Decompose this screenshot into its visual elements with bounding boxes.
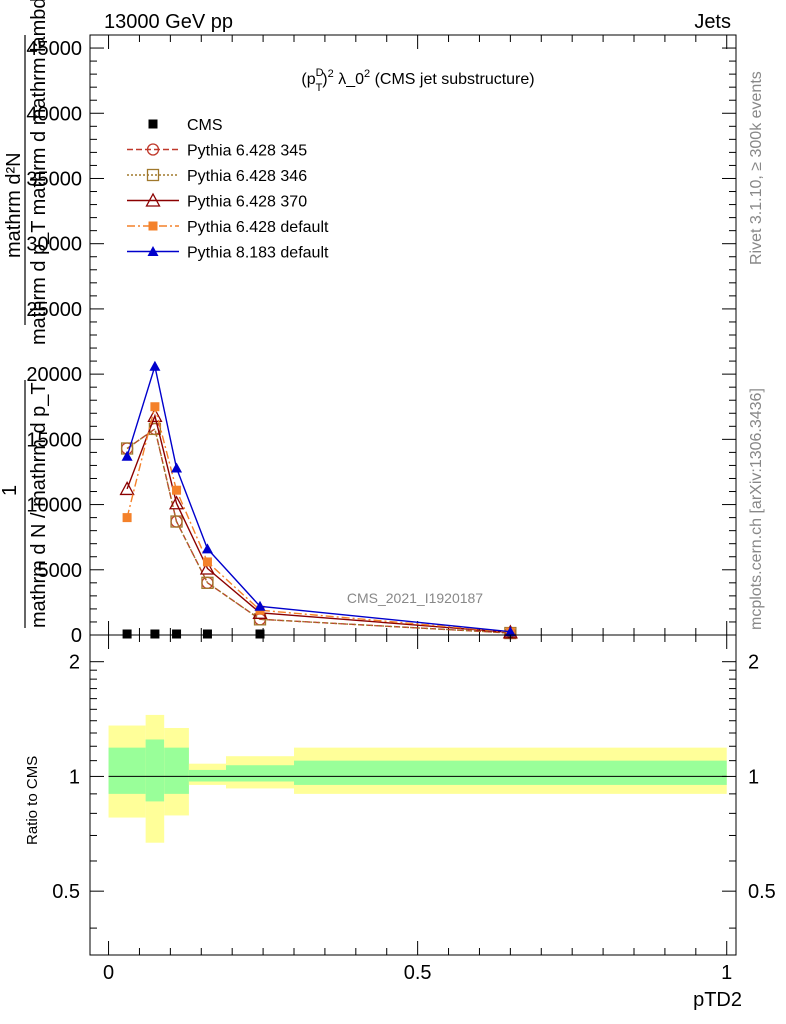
cms-data-point bbox=[172, 629, 182, 639]
series-point-p370 bbox=[199, 560, 216, 575]
ylabel-line-2: mathrm d p_T mathrm d mathrm lambda bbox=[28, 0, 50, 345]
ratio-y-tick-label-left: 1 bbox=[69, 766, 80, 788]
x-tick-label: 0 bbox=[103, 962, 114, 984]
y-tick-label: 0 bbox=[71, 625, 82, 647]
y-tick-label: 20000 bbox=[26, 364, 82, 386]
x-tick-label: 1 bbox=[721, 962, 732, 984]
legend-label-p346: Pythia 6.428 346 bbox=[187, 168, 307, 185]
y-axis-label: mathrm d²N mathrm d p_T mathrm d mathrm … bbox=[0, 0, 50, 628]
legend-marker-p370 bbox=[145, 192, 161, 207]
title-exp2: 2 bbox=[364, 68, 370, 80]
series-point-p8def bbox=[201, 543, 213, 554]
legend-marker-p345 bbox=[146, 143, 160, 156]
title-mid: λ_0 bbox=[334, 71, 364, 88]
legend-marker-p6def bbox=[148, 221, 158, 231]
legend-marker-cms bbox=[148, 119, 158, 129]
cms-data-point bbox=[122, 629, 132, 639]
analysis-watermark: CMS_2021_I1920187 bbox=[347, 590, 483, 606]
title-exp: 2 bbox=[328, 68, 334, 80]
ratio-ylabel: Ratio to CMS bbox=[24, 756, 41, 845]
series-point-p8def bbox=[149, 360, 161, 371]
series-point-p346 bbox=[201, 576, 214, 589]
x-tick-label: 0.5 bbox=[404, 962, 432, 984]
legend-marker-p8def bbox=[147, 246, 159, 256]
cms-data-point bbox=[202, 629, 212, 639]
y-tick-label: 45000 bbox=[26, 38, 82, 60]
ratio-y-tick-label-left: 2 bbox=[69, 652, 80, 674]
series-point-p8def bbox=[254, 600, 266, 611]
y-tick-label: 10000 bbox=[26, 495, 82, 517]
y-tick-label: 15000 bbox=[26, 429, 82, 451]
y-tick-label: 5000 bbox=[38, 560, 83, 582]
y-tick-label: 25000 bbox=[26, 299, 82, 321]
series-point-p8def bbox=[121, 450, 133, 461]
ratio-y-tick-label-right: 1 bbox=[748, 766, 759, 788]
header-left: 13000 GeV pp bbox=[104, 11, 233, 33]
side-text-top: Rivet 3.1.10, ≥ 300k events bbox=[748, 71, 765, 265]
series-point-p346 bbox=[170, 515, 183, 528]
ratio-y-tick-label-right: 2 bbox=[748, 652, 759, 674]
main-plot: 0 5000 10000 15000 20000 25000 30000 35000 40000… bbox=[26, 34, 737, 647]
ylabel-line-3: 1 bbox=[0, 485, 21, 496]
title-suffix: (CMS jet substructure) bbox=[370, 71, 534, 88]
legend-label-CMS: CMS bbox=[187, 117, 223, 134]
uncertainty-band-inner bbox=[145, 739, 165, 802]
plot-title: (pD T)2 λ_02 (CMS jet substructure) bbox=[301, 67, 534, 94]
ratio-plot-frame bbox=[89, 634, 737, 956]
legend-label-p6def: Pythia 6.428 default bbox=[187, 219, 329, 236]
series-point-p8def bbox=[171, 462, 183, 473]
x-axis-label: pTD2 bbox=[693, 989, 742, 1011]
series-line-p370 bbox=[126, 413, 511, 634]
uncertainty-band-inner bbox=[294, 760, 727, 785]
legend-label-p370: Pythia 6.428 370 bbox=[187, 194, 307, 211]
legend-marker-p346 bbox=[146, 168, 160, 182]
series-point-p8def bbox=[504, 626, 516, 637]
series-point-p370 bbox=[147, 408, 163, 423]
series-line-p6def bbox=[126, 406, 511, 633]
series-line-p346 bbox=[126, 427, 511, 634]
uncertainty-band-inner bbox=[164, 747, 189, 794]
title-close: ) bbox=[322, 71, 327, 88]
ratio-y-tick-label-right: 0.5 bbox=[748, 881, 776, 903]
title-sub: T bbox=[316, 82, 323, 94]
series-point-p6def bbox=[172, 485, 182, 495]
legend-label-p345: Pythia 6.428 345 bbox=[187, 143, 307, 160]
ratio-plot: 0.5 0.5 1 1 2 2 0 0.5 1 bbox=[52, 634, 776, 984]
series-point-p6def bbox=[122, 513, 132, 523]
series-point-p370 bbox=[168, 495, 185, 510]
cms-data-point bbox=[150, 629, 160, 639]
side-text-bottom: mcplots.cern.ch [arXiv:1306.3436] bbox=[748, 388, 765, 630]
series-point-p370 bbox=[119, 481, 135, 496]
y-tick-label: 35000 bbox=[26, 168, 82, 190]
cms-data-point bbox=[255, 629, 265, 639]
y-tick-label: 40000 bbox=[26, 103, 82, 125]
ratio-y-tick-label-left: 0.5 bbox=[52, 881, 80, 903]
ylabel-line-1: mathrm d²N bbox=[3, 152, 25, 258]
series-line-p8def bbox=[126, 363, 511, 633]
series-point-p6def bbox=[150, 402, 160, 412]
legend-label-p8def: Pythia 8.183 default bbox=[187, 245, 329, 262]
uncertainty-band-inner bbox=[226, 765, 294, 782]
ylabel-line-4: mathrm d N / mathrm d p_T bbox=[28, 382, 50, 628]
legend: CMS Pythia 6.428 345 Pythia 6.428 346 Pythi… bbox=[127, 117, 329, 262]
series-point-p6def bbox=[202, 557, 212, 567]
uncertainty-band-inner bbox=[108, 747, 146, 794]
header-right: Jets bbox=[694, 11, 731, 33]
title-prefix: (p bbox=[301, 71, 315, 88]
y-tick-label: 30000 bbox=[26, 234, 82, 256]
uncertainty-band-inner bbox=[188, 769, 226, 782]
title-sup: D bbox=[316, 67, 324, 79]
